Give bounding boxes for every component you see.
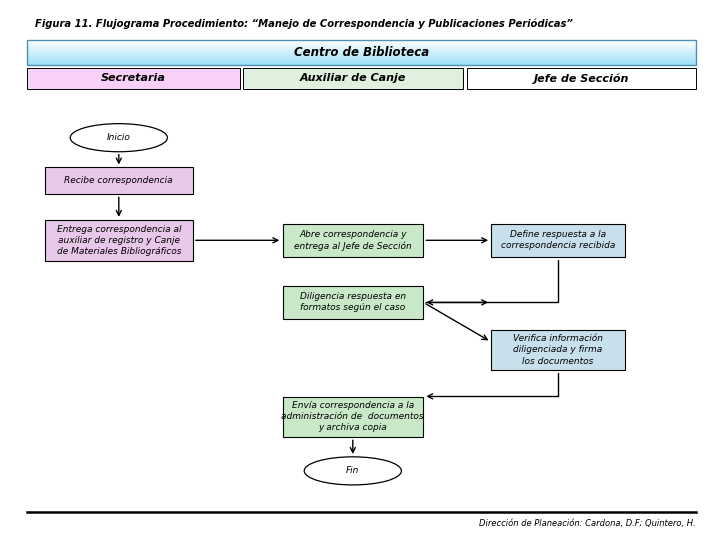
Bar [27,58,696,59]
Text: Jefe de Sección: Jefe de Sección [534,73,629,84]
Ellipse shape [304,457,402,485]
Bar [27,60,696,62]
Text: Define respuesta a la
correspondencia recibida: Define respuesta a la correspondencia re… [501,230,615,251]
Bar [27,40,696,42]
Bar [282,224,423,257]
Bar [45,167,193,194]
Bar [243,68,463,89]
Bar [27,68,240,89]
Text: Inicio: Inicio [107,133,131,142]
Bar [27,56,696,57]
Bar [27,60,696,61]
Text: Auxiliar de Canje: Auxiliar de Canje [300,73,406,83]
Bar [27,52,696,53]
Bar [27,64,696,65]
Text: Fin: Fin [346,467,359,475]
Text: Diligencia respuesta en
formatos según el caso: Diligencia respuesta en formatos según e… [300,292,406,313]
Ellipse shape [71,124,167,152]
Bar [27,53,696,55]
Bar [27,56,696,57]
Bar [27,57,696,59]
Bar [27,49,696,50]
Text: Abre correspondencia y
entrega al Jefe de Sección: Abre correspondencia y entrega al Jefe d… [294,230,412,251]
Bar [27,43,696,44]
Bar [27,46,696,48]
Text: Secretaria: Secretaria [101,73,166,83]
Text: Recibe correspondencia: Recibe correspondencia [65,177,173,185]
Bar [27,59,696,60]
Text: Entrega correspondencia al
auxiliar de registro y Canje
de Materiales Bibliográf: Entrega correspondencia al auxiliar de r… [57,225,181,256]
Bar [27,57,696,58]
Bar [27,52,696,53]
Bar [282,286,423,319]
Bar [27,53,696,54]
Bar [27,55,696,56]
Bar [27,61,696,62]
Bar [27,63,696,64]
Bar [491,224,624,257]
Bar [27,45,696,47]
Bar [27,40,696,41]
Text: Dirección de Planeación: Cardona, D.F; Quintero, H.: Dirección de Planeación: Cardona, D.F; Q… [479,519,696,529]
Bar [27,62,696,63]
Bar [27,39,696,40]
Text: Envía correspondencia a la
administración de  documentos
y archiva copia: Envía correspondencia a la administració… [282,401,424,433]
Bar [27,49,696,51]
Bar [27,41,696,43]
Bar [27,47,696,48]
Bar [27,40,696,65]
Bar [27,59,696,60]
Text: Verifica información
diligenciada y firma
los documentos: Verifica información diligenciada y firm… [513,334,603,366]
Bar [27,50,696,51]
Bar [27,48,696,49]
Bar [467,68,696,89]
Bar [27,44,696,45]
Bar [27,48,696,49]
Bar [27,55,696,56]
Bar [27,63,696,64]
Bar [27,51,696,52]
Bar [27,42,696,43]
Bar [27,44,696,45]
Bar [27,51,696,52]
Bar [27,43,696,44]
Bar [491,329,624,370]
Bar [45,220,193,260]
Text: Figura 11. Flujograma Procedimiento: “Manejo de Correspondencia y Publicaciones : Figura 11. Flujograma Procedimiento: “Ma… [35,18,572,29]
Text: Centro de Biblioteca: Centro de Biblioteca [294,46,429,59]
Bar [282,396,423,437]
Bar [27,45,696,46]
